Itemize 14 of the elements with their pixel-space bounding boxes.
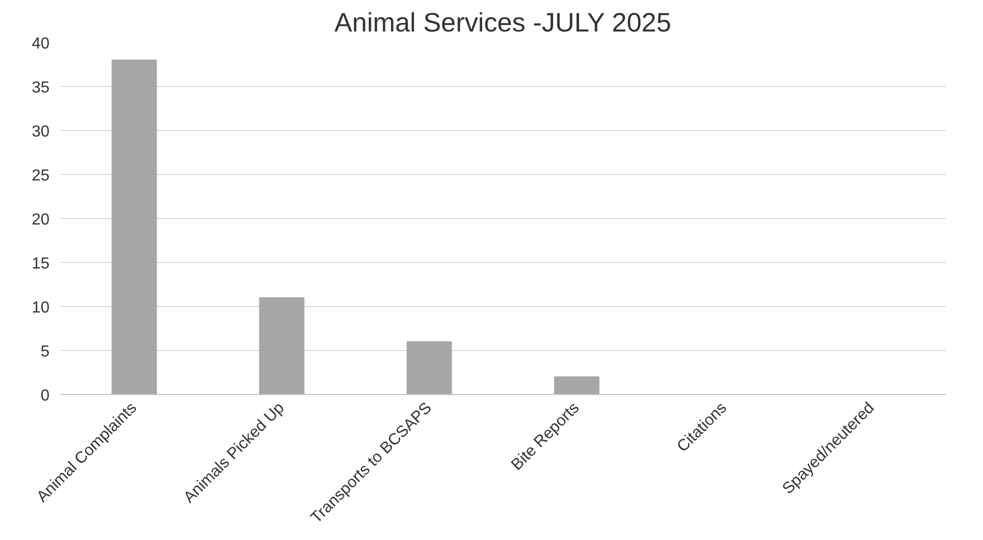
y-tick-label: 40 <box>32 36 50 52</box>
bar <box>406 341 452 394</box>
chart-title: Animal Services -JULY 2025 <box>334 8 672 38</box>
bar <box>259 297 304 394</box>
y-tick-label: 15 <box>32 256 50 272</box>
bar <box>554 376 600 394</box>
y-tick-label: 5 <box>40 344 50 360</box>
y-tick-label: 0 <box>40 388 50 404</box>
y-tick-label: 30 <box>32 124 50 140</box>
y-tick-label: 20 <box>32 212 50 228</box>
y-tick-label: 10 <box>32 300 50 316</box>
y-tick-label: 25 <box>32 168 50 184</box>
bar <box>112 60 157 394</box>
y-tick-label: 35 <box>32 80 50 96</box>
